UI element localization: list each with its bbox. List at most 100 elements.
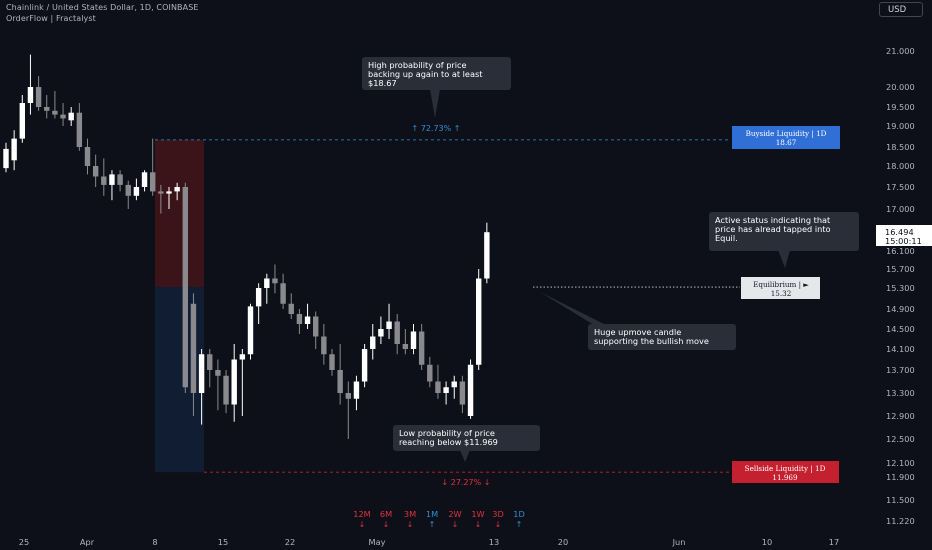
- candle-body: [158, 191, 164, 194]
- candle-body: [60, 114, 66, 119]
- time-tick-label: 25: [19, 537, 29, 547]
- candle-body: [484, 232, 490, 279]
- low-probability-callout-text: reaching below $11.969: [399, 437, 498, 447]
- candle-body: [247, 306, 254, 355]
- candle-body: [215, 370, 221, 376]
- low-probability-callout-box: [393, 425, 540, 451]
- candle-body: [117, 174, 123, 185]
- high-probability-callout-box: [362, 57, 511, 90]
- candle-body: [288, 303, 294, 314]
- candle-body: [84, 147, 91, 166]
- candle-body: [353, 381, 360, 399]
- candle-body: [435, 381, 441, 393]
- low-probability-callout-pointer: [460, 450, 470, 462]
- candle-body: [264, 278, 270, 288]
- candle-body: [68, 112, 74, 121]
- price-tick-label: 14.100: [886, 344, 915, 354]
- currency-button[interactable]: USD: [879, 2, 923, 17]
- price-tick-label: 12.500: [886, 434, 915, 444]
- candle-body: [190, 303, 197, 393]
- candle-body: [231, 359, 237, 405]
- timeframe-arrow: ↓: [495, 520, 502, 529]
- timeframe-label: 3D: [492, 509, 504, 519]
- time-tick-label: 22: [285, 537, 295, 547]
- candle-body: [467, 364, 474, 416]
- high-probability-callout-text: $18.67: [368, 78, 397, 88]
- timeframe-arrow: ↑: [516, 520, 523, 529]
- timeframe-arrow: ↓: [383, 520, 390, 529]
- active-status-callout-text: price has alread tapped into: [715, 224, 831, 234]
- price-tick-label: 20.000: [886, 82, 915, 92]
- upmove-callout-box: [588, 324, 736, 350]
- price-tick-label: 13.300: [886, 388, 915, 398]
- price-tick-label: 19.000: [886, 121, 915, 131]
- high-probability-callout-text: High probability of price: [368, 60, 467, 70]
- timeframe-arrow: ↑: [429, 520, 436, 529]
- price-tick-label: 15.700: [886, 264, 915, 274]
- candle-body: [255, 288, 262, 307]
- candle-body: [345, 393, 351, 399]
- equilibrium-label-value: 15.32: [771, 289, 792, 298]
- candle-body: [459, 381, 466, 405]
- time-tick-label: 10: [762, 537, 772, 547]
- price-tick-label: 13.700: [886, 365, 915, 375]
- buyside-label-text: Buyside Liquidity | 1D: [746, 129, 827, 138]
- time-axis: 25 Apr 8 15 22 May 13 20 Jun 10 17: [19, 537, 839, 547]
- candle-body: [239, 354, 246, 360]
- candle-body: [427, 364, 433, 382]
- upmove-callout-text: supporting the bullish move: [594, 336, 709, 346]
- discount-zone: [155, 287, 204, 473]
- time-tick-label: 17: [829, 537, 839, 547]
- candle-body: [141, 172, 148, 187]
- timeframe-arrow: ↓: [407, 520, 414, 529]
- candle-body: [125, 184, 131, 196]
- candle-body: [101, 176, 107, 185]
- price-tick-label: 18.500: [886, 142, 915, 152]
- candle-body: [361, 349, 368, 382]
- high-probability-callout-text: backing up again to at least: [368, 69, 483, 79]
- equilibrium-label-box: [741, 277, 820, 299]
- buyside-probability: ↑ 72.73% ↑: [412, 124, 461, 133]
- timeframe-arrow: ↓: [452, 520, 459, 529]
- candle-body: [182, 187, 188, 388]
- candle-body: [19, 103, 25, 139]
- timeframe-label: 2W: [448, 509, 461, 519]
- sellside-label-text: Sellside Liquidity | 1D: [745, 464, 826, 473]
- timeframe-legend: 12M↓6M↓3M↓1M↑2W↓1W↓3D↓1D↑: [353, 509, 525, 529]
- timeframe-label: 3M: [404, 509, 416, 519]
- time-tick-label: May: [369, 537, 386, 547]
- timeframe-label: 1W: [471, 509, 484, 519]
- candle-body: [394, 321, 400, 344]
- active-status-callout-box: [709, 212, 859, 251]
- price-tick-label: 21.000: [886, 46, 915, 56]
- candle-body: [207, 354, 213, 370]
- candle-body: [223, 375, 229, 405]
- countdown-label: 15:00:11: [885, 236, 922, 246]
- upmove-callout-pointer: [540, 292, 606, 325]
- price-axis: 21.000 20.000 19.500 19.000 18.500 18.000 17.5…: [886, 46, 915, 526]
- price-tick-label: 14.500: [886, 324, 915, 334]
- equilibrium-label: Equilibrium | ►15.32: [741, 277, 820, 299]
- upmove-callout-text: Huge upmove candle: [594, 327, 681, 337]
- timeframe-label: 12M: [353, 509, 370, 519]
- price-tick-label: 11.220: [886, 516, 915, 526]
- price-tick-label: 17.000: [886, 204, 915, 214]
- candle-body: [476, 278, 482, 365]
- candle-body: [402, 344, 409, 349]
- candle-body: [304, 316, 311, 324]
- time-tick-label: 20: [558, 537, 568, 547]
- candle-body: [52, 110, 58, 115]
- candle-body: [3, 148, 9, 169]
- buyside-label-box: [732, 126, 840, 149]
- timeframe-label: 1D: [513, 509, 525, 519]
- candle-body: [337, 370, 343, 393]
- time-tick-label: 15: [218, 537, 228, 547]
- candle-body: [280, 283, 286, 304]
- candle-body: [386, 321, 392, 329]
- active-status-callout-pointer: [778, 250, 790, 268]
